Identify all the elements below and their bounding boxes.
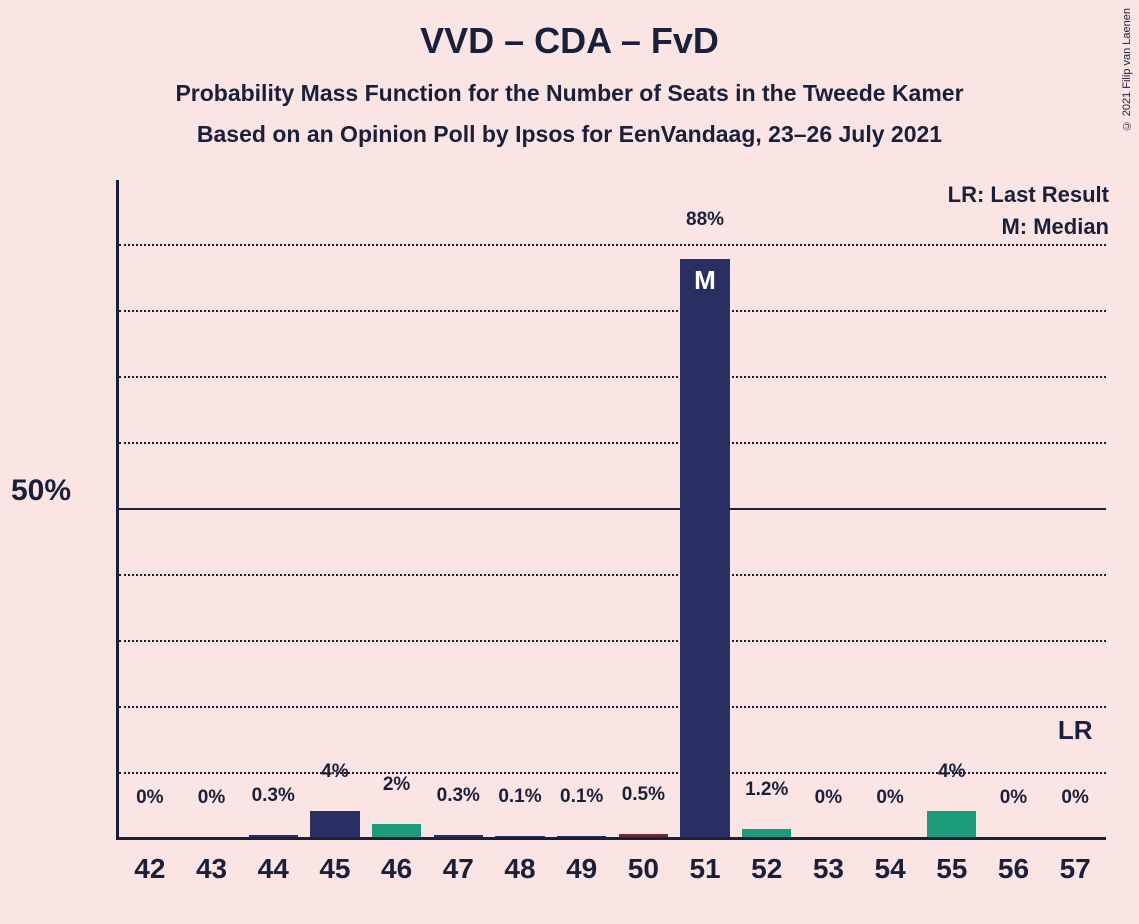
bar-55 [927,811,976,837]
bar-slot-54: 0% [859,180,921,837]
bar-slot-47: 0.3% [427,180,489,837]
x-tick-45: 45 [304,853,366,885]
x-tick-48: 48 [489,853,551,885]
bar-49 [557,836,606,837]
y-axis-label-50: 50% [11,474,71,508]
bar-value-label-46: 2% [366,774,428,799]
bar-slot-45: 4% [304,180,366,837]
bar-value-label-53: 0% [798,787,860,812]
bar-value-label-57: 0% [1044,787,1106,812]
x-tick-50: 50 [613,853,675,885]
bar-value-label-42: 0% [119,787,181,812]
bar-value-label-48: 0.1% [489,786,551,811]
bar-slot-43: 0% [181,180,243,837]
bar-slot-44: 0.3% [242,180,304,837]
bar-value-label-47: 0.3% [427,785,489,810]
bar-value-label-52: 1.2% [736,779,798,804]
x-tick-51: 51 [674,853,736,885]
bar-50 [619,834,668,837]
bar-value-label-50: 0.5% [613,784,675,809]
x-tick-54: 54 [859,853,921,885]
bar-slot-52: 1.2% [736,180,798,837]
bar-52 [742,829,791,837]
bars-container: 0%0%0.3%4%2%0.3%0.1%0.1%0.5%88%M1.2%0%0%… [119,180,1106,837]
bar-slot-42: 0% [119,180,181,837]
x-tick-46: 46 [366,853,428,885]
x-tick-47: 47 [427,853,489,885]
x-tick-42: 42 [119,853,181,885]
bar-slot-56: 0% [983,180,1045,837]
bar-slot-46: 2% [366,180,428,837]
chart-subtitle-2: Based on an Opinion Poll by Ipsos for Ee… [0,121,1139,148]
bar-44 [249,835,298,837]
x-tick-57: 57 [1044,853,1106,885]
x-tick-56: 56 [983,853,1045,885]
bar-46 [372,824,421,837]
bar-slot-49: 0.1% [551,180,613,837]
chart-title: VVD – CDA – FvD [0,0,1139,62]
bar-value-label-55: 4% [921,761,983,786]
bar-value-label-54: 0% [859,787,921,812]
bar-value-label-49: 0.1% [551,786,613,811]
bar-value-label-43: 0% [181,787,243,812]
bar-value-label-44: 0.3% [242,785,304,810]
bar-slot-55: 4% [921,180,983,837]
last-result-marker: LR [1058,715,1093,776]
bar-51: M [680,259,729,837]
x-tick-53: 53 [798,853,860,885]
chart-plot-area: 50% 0%0%0.3%4%2%0.3%0.1%0.1%0.5%88%M1.2%… [116,180,1106,840]
bar-slot-51: 88% M [674,180,736,837]
x-ticks-container: 42434445464748495051525354555657 [119,853,1106,885]
bar-slot-48: 0.1% [489,180,551,837]
x-tick-55: 55 [921,853,983,885]
chart-subtitle-1: Probability Mass Function for the Number… [0,80,1139,107]
x-tick-43: 43 [181,853,243,885]
bar-45 [310,811,359,837]
bar-value-label-51: 88% [674,209,736,234]
bar-slot-50: 0.5% [613,180,675,837]
median-marker: M [680,265,729,296]
copyright-text: © 2021 Filip van Laenen [1121,8,1133,131]
bar-value-label-45: 4% [304,761,366,786]
x-tick-44: 44 [242,853,304,885]
bar-48 [495,836,544,837]
x-tick-49: 49 [551,853,613,885]
bar-47 [434,835,483,837]
x-tick-52: 52 [736,853,798,885]
bar-value-label-56: 0% [983,787,1045,812]
x-axis [116,837,1106,840]
bar-slot-53: 0% [798,180,860,837]
